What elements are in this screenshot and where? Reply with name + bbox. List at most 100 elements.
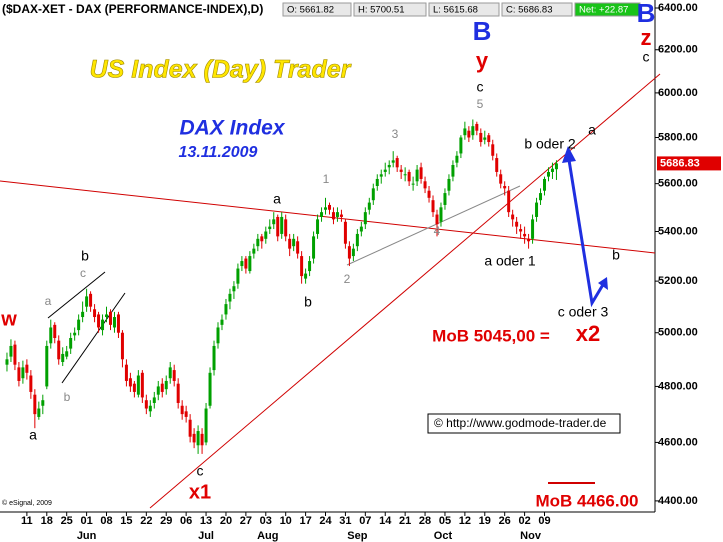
candle-body [148, 405, 152, 412]
trendline [149, 73, 661, 509]
candle-body [455, 155, 459, 163]
candle-body [403, 174, 407, 176]
trendline [346, 185, 521, 266]
price-tag: 5686.83 [660, 157, 700, 169]
candle-body [467, 130, 471, 138]
candle-body [379, 174, 383, 177]
candle-body [144, 400, 148, 409]
month-label: Aug [257, 530, 278, 542]
candle-body [387, 164, 391, 168]
x-tick-label: 20 [220, 515, 232, 527]
candle-body [41, 400, 45, 406]
candle-body [116, 314, 120, 333]
candle-body [288, 238, 292, 249]
x-tick-label: 05 [439, 515, 451, 527]
candle-body [132, 383, 136, 392]
y-tick-label: 6400.00 [658, 2, 698, 14]
annotation: a [29, 427, 37, 443]
candle-body [515, 221, 519, 227]
candle-body [180, 405, 184, 415]
candle-body [93, 309, 97, 318]
candle-body [57, 340, 61, 360]
candle-body [160, 383, 164, 392]
candle-body [128, 378, 132, 387]
arrowhead [598, 277, 608, 290]
candle-body [292, 238, 296, 247]
candle-body [228, 293, 232, 302]
candle-body [439, 207, 443, 222]
source[interactable]: © http://www.godmode-trader.de [434, 416, 607, 430]
annotation: B [473, 16, 492, 46]
candle-body [554, 163, 558, 170]
annotation: 3 [392, 127, 399, 141]
x-tick-label: 14 [379, 515, 392, 527]
candle-body [483, 137, 487, 140]
candle-body [172, 370, 176, 381]
x-tick-label: 21 [399, 515, 411, 527]
x-tick-label: 27 [240, 515, 252, 527]
annotation: MoB 5045,00 = [432, 326, 550, 345]
copyright: © eSignal, 2009 [2, 499, 52, 507]
x-tick-label: 13 [200, 515, 212, 527]
price-tag-box [657, 156, 721, 171]
candle-body [491, 144, 495, 156]
candle-body [479, 132, 483, 143]
annotation: a [588, 122, 596, 138]
x-tick-label: 09 [538, 515, 550, 527]
candle-body [304, 273, 308, 279]
month-label: Sep [347, 530, 367, 542]
candle-body [17, 367, 21, 381]
candle-body [495, 158, 499, 172]
candle-body [224, 304, 228, 315]
candle-body [335, 212, 339, 217]
y-tick-label: 5600.00 [658, 178, 698, 190]
candle-body [423, 181, 427, 189]
candle-body [140, 372, 144, 398]
candle-body [196, 431, 200, 446]
candle-body [77, 319, 81, 331]
candle-body [212, 345, 216, 371]
candle-body [527, 238, 531, 242]
candle-body [296, 241, 300, 254]
annotation: x2 [576, 321, 600, 346]
candle-body [236, 268, 240, 284]
candle-body [240, 261, 244, 267]
candle-body [308, 261, 312, 272]
candle-body [9, 345, 13, 357]
candle-body [523, 233, 527, 237]
candle-body [463, 128, 467, 136]
header-field: L: 5615.68 [433, 5, 478, 16]
candle-body [112, 317, 116, 328]
candle-body [29, 375, 33, 392]
annotation: b oder 2 [524, 136, 576, 152]
candle-body [499, 174, 503, 184]
candle-body [324, 207, 328, 210]
x-tick-label: 08 [100, 515, 112, 527]
annotation: MoB 4466.00 [536, 491, 639, 510]
candle-body [355, 233, 359, 247]
candle-body [120, 332, 124, 360]
month-label: Nov [520, 530, 542, 542]
candle-body [431, 200, 435, 213]
candle-body [312, 236, 316, 259]
candle-body [37, 408, 41, 417]
candle-body [316, 219, 320, 234]
annotation: c [477, 79, 484, 95]
x-tick-label: 19 [479, 515, 491, 527]
candle-body [427, 190, 431, 198]
x-tick-label: 01 [80, 515, 92, 527]
candle-body [248, 256, 252, 272]
x-tick-label: 10 [280, 515, 292, 527]
candle-body [443, 193, 447, 205]
candle-body [136, 375, 140, 395]
candle-body [351, 248, 355, 257]
annotation: x1 [189, 481, 211, 503]
x-tick-label: 03 [260, 515, 272, 527]
x-tick-label: 29 [160, 515, 172, 527]
y-tick-label: 5200.00 [658, 275, 698, 287]
candle-body [73, 332, 77, 336]
candle-body [101, 319, 105, 331]
x-tick-label: 28 [419, 515, 431, 527]
x-tick-label: 12 [459, 515, 471, 527]
